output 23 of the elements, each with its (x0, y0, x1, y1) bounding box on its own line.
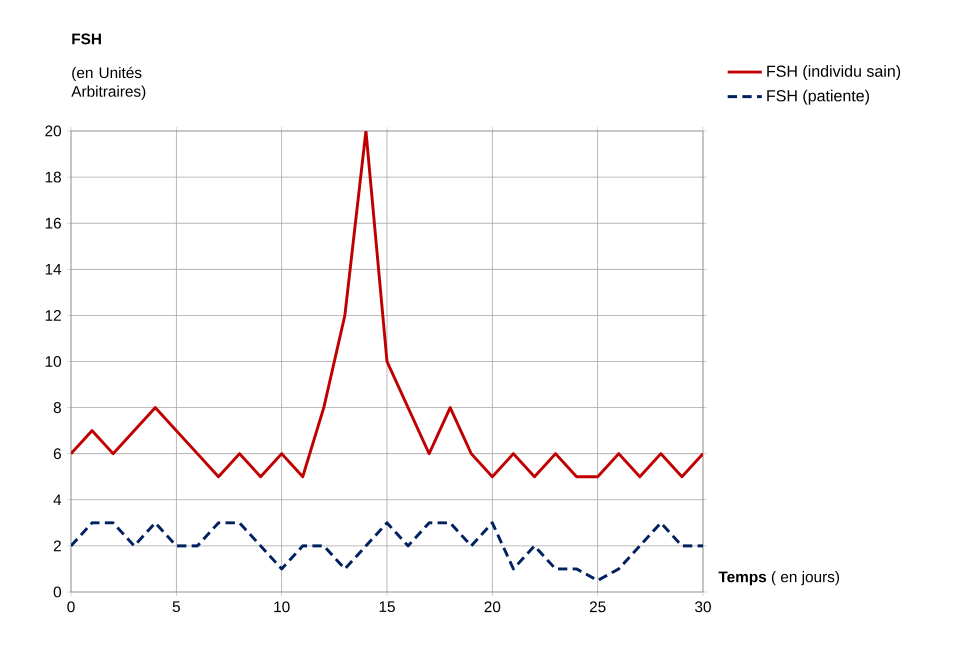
y-tick-label: 10 (46, 356, 62, 367)
y-tick-label: 16 (46, 218, 61, 229)
y-tick-label: 20 (45, 126, 62, 136)
y-tick-label: 6 (54, 448, 61, 460)
legend-label: FSH (patiente) (767, 90, 869, 105)
x-tick-label: 30 (695, 601, 711, 612)
x-tick-label: 20 (484, 601, 500, 612)
y-tick-label: 12 (46, 310, 61, 321)
chart-title: FSH (72, 34, 101, 44)
x-tick-label: 15 (380, 601, 395, 612)
y-tick-label: 8 (54, 402, 61, 414)
y-tick-label: 0 (54, 586, 62, 598)
y-tick-label: 18 (46, 172, 61, 183)
x-tick-label: 5 (172, 601, 180, 612)
x-axis-title: Temps ( en jours) (718, 571, 840, 586)
x-tick-label: 10 (274, 601, 290, 612)
x-tick-label: 25 (590, 601, 606, 612)
legend-label: FSH (individu sain) (767, 65, 900, 80)
y-tick-label: 4 (53, 494, 62, 506)
y-axis-title: (en Unités Arbitraires) (71, 66, 146, 100)
y-tick-label: 2 (54, 540, 61, 552)
x-tick-label: 0 (67, 601, 75, 612)
y-tick-label: 14 (46, 264, 62, 275)
